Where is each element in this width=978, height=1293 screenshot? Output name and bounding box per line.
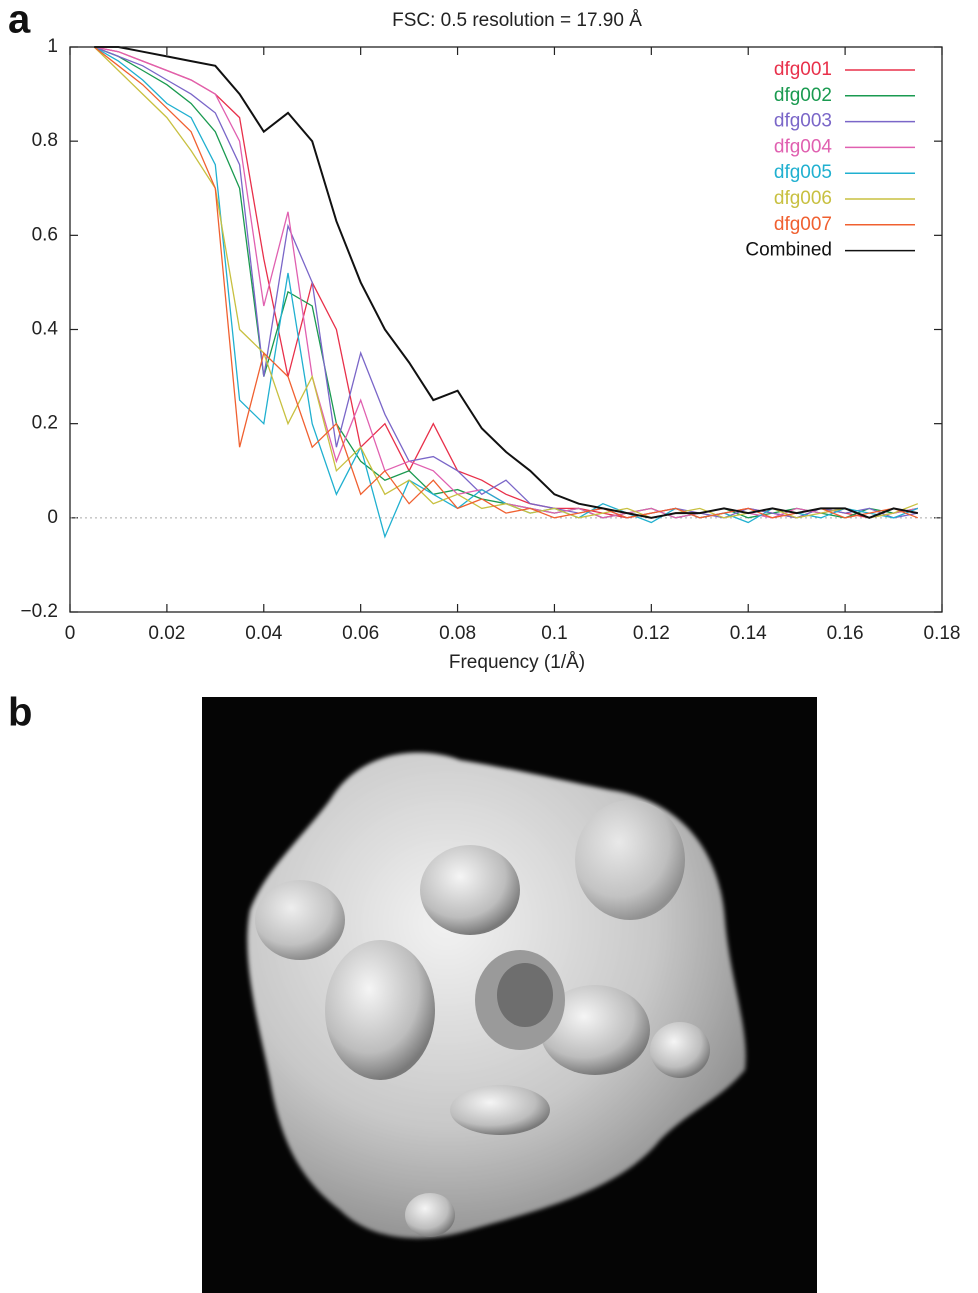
y-tick-label: −0.2 xyxy=(20,601,58,622)
x-tick-label: 0.02 xyxy=(148,623,185,644)
legend-label: dfg007 xyxy=(774,214,832,235)
y-tick-label: 0.4 xyxy=(32,319,59,340)
y-tick-label: 1 xyxy=(47,36,58,57)
x-tick-label: 0 xyxy=(65,623,76,644)
legend-label: dfg004 xyxy=(774,136,833,157)
y-tick-label: 0.2 xyxy=(32,413,58,434)
plot-frame xyxy=(69,46,943,613)
legend-label: dfg002 xyxy=(774,85,832,106)
series-line xyxy=(93,46,919,519)
legend-label: dfg006 xyxy=(774,188,832,209)
chart-title: FSC: 0.5 resolution = 17.90 Å xyxy=(392,10,642,31)
series-line xyxy=(93,46,919,519)
structure-render xyxy=(202,697,817,1293)
panel-label: b xyxy=(8,691,32,735)
legend-label: Combined xyxy=(745,240,832,261)
x-tick-label: 0.12 xyxy=(633,623,670,644)
x-tick-label: 0.16 xyxy=(827,623,864,644)
y-tick-label: 0 xyxy=(47,507,58,528)
legend-label: dfg001 xyxy=(774,59,832,80)
legend-label: dfg005 xyxy=(774,162,832,183)
x-tick-label: 0.08 xyxy=(439,623,476,644)
x-axis-label: Frequency (1/Å) xyxy=(449,652,585,673)
x-tick-label: 0.14 xyxy=(730,623,767,644)
y-tick-label: 0.6 xyxy=(32,224,58,245)
x-tick-label: 0.1 xyxy=(541,623,567,644)
panel-label: a xyxy=(8,0,31,42)
legend-label: dfg003 xyxy=(774,111,832,132)
x-tick-label: 0.06 xyxy=(342,623,379,644)
x-tick-label: 0.04 xyxy=(245,623,282,644)
plot: −0.2 0 0.2 0.4 0.6 0.8 1 0 0.02 0.04 0.06 0.08 0.1 0.… xyxy=(20,36,960,644)
series-line xyxy=(94,46,918,519)
y-tick-label: 0.8 xyxy=(32,130,58,151)
x-tick-label: 0.18 xyxy=(924,623,961,644)
